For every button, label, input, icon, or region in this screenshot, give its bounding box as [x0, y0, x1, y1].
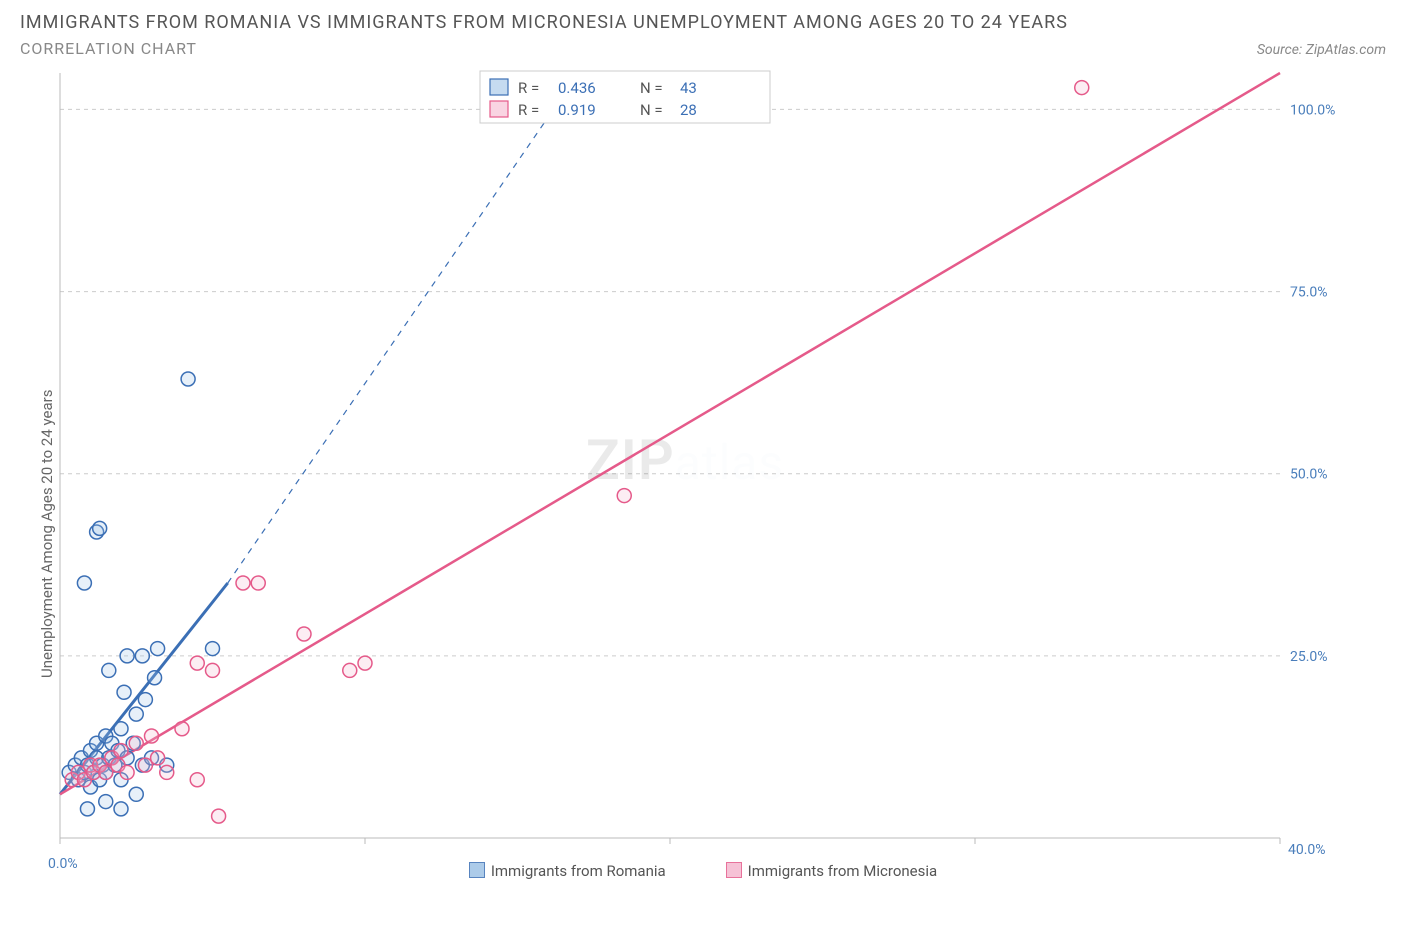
y-tick-label: 25.0%	[1290, 649, 1328, 665]
bottom-legend: Immigrants from Romania Immigrants from M…	[20, 862, 1386, 880]
data-point	[120, 765, 134, 779]
data-point	[190, 773, 204, 787]
svg-text:0.919: 0.919	[558, 101, 596, 119]
legend-item: Immigrants from Romania	[469, 862, 666, 880]
data-point	[175, 722, 189, 736]
y-tick-label: 100.0%	[1290, 102, 1335, 118]
data-point	[117, 685, 131, 699]
data-point	[114, 802, 128, 816]
legend-swatch	[490, 79, 508, 95]
svg-text:43: 43	[680, 79, 697, 97]
source-label: Source: ZipAtlas.com	[1257, 42, 1386, 58]
svg-text:0.436: 0.436	[558, 79, 596, 97]
data-point	[120, 649, 134, 663]
data-point	[206, 663, 220, 677]
x-max-tick-label: 40.0%	[1288, 842, 1326, 858]
data-point	[114, 722, 128, 736]
data-point	[99, 795, 113, 809]
data-point	[343, 663, 357, 677]
legend-swatch	[726, 862, 742, 878]
data-point	[129, 787, 143, 801]
data-point	[297, 627, 311, 641]
legend-swatch	[469, 862, 485, 878]
data-point	[151, 751, 165, 765]
svg-text:N =: N =	[640, 79, 663, 97]
data-point	[114, 744, 128, 758]
data-point	[190, 656, 204, 670]
subtitle: CORRELATION CHART	[20, 39, 197, 58]
data-point	[102, 663, 116, 677]
svg-text:N =: N =	[640, 101, 663, 119]
data-point	[129, 736, 143, 750]
data-point	[151, 642, 165, 656]
data-point	[617, 489, 631, 503]
legend-stat: R =	[518, 79, 539, 97]
data-point	[138, 693, 152, 707]
data-point	[145, 729, 159, 743]
legend-stat: R =	[518, 101, 539, 119]
data-point	[129, 707, 143, 721]
data-point	[93, 521, 107, 535]
data-point	[77, 576, 91, 590]
data-point	[80, 802, 94, 816]
data-point	[1075, 81, 1089, 95]
legend-swatch	[490, 101, 508, 117]
data-point	[181, 372, 195, 386]
trend-line-ext	[228, 73, 579, 583]
page-title: IMMIGRANTS FROM ROMANIA VS IMMIGRANTS FR…	[20, 12, 1386, 33]
watermark: ZIPatlas	[586, 427, 784, 493]
data-point	[236, 576, 250, 590]
svg-text:28: 28	[680, 101, 697, 119]
y-axis-label: Unemployment Among Ages 20 to 24 years	[38, 390, 56, 678]
data-point	[148, 671, 162, 685]
correlation-chart: 25.0% 50.0% 75.0% 100.0% ZIPatlas R = 0.436 N …	[20, 68, 1350, 858]
legend-label: Immigrants from Romania	[491, 862, 666, 880]
data-point	[358, 656, 372, 670]
y-tick-label: 50.0%	[1290, 467, 1328, 483]
data-point	[212, 809, 226, 823]
legend-label: Immigrants from Micronesia	[748, 862, 938, 880]
legend-item: Immigrants from Micronesia	[726, 862, 938, 880]
data-point	[160, 765, 174, 779]
data-point	[135, 649, 149, 663]
data-point	[251, 576, 265, 590]
chart-container: Unemployment Among Ages 20 to 24 years 2…	[20, 68, 1386, 858]
y-tick-label: 75.0%	[1290, 285, 1328, 301]
subtitle-row: CORRELATION CHART Source: ZipAtlas.com	[20, 39, 1386, 58]
data-point	[206, 642, 220, 656]
x-zero-tick-label: 0.0%	[48, 856, 78, 872]
trend-line	[60, 73, 1280, 794]
